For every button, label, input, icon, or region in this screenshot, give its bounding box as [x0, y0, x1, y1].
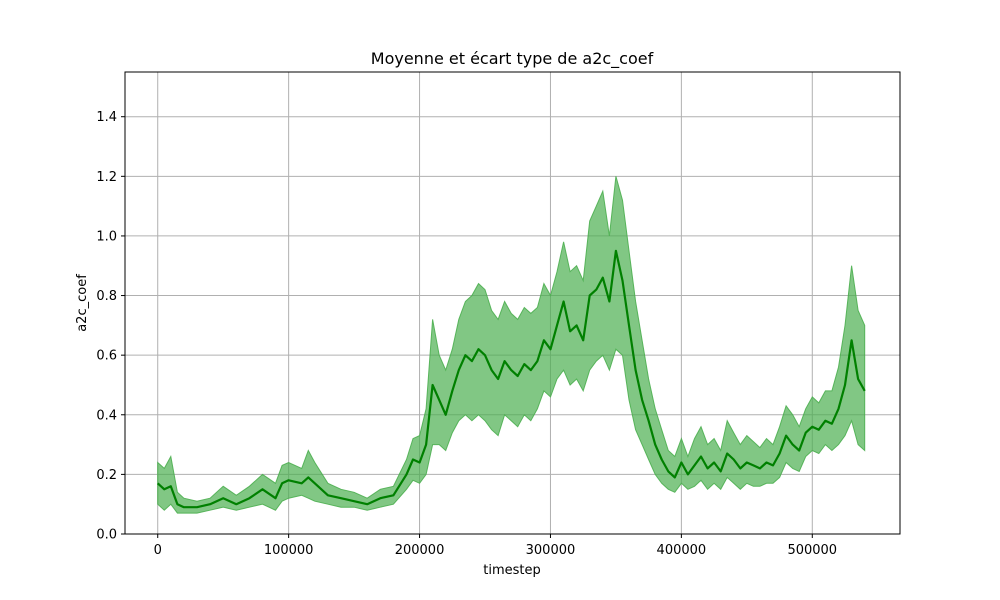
- x-axis-label: timestep: [483, 563, 541, 578]
- y-axis-label: a2c_coef: [75, 274, 90, 332]
- x-axis: 0 100000 200000 300000 400000 500000: [154, 534, 837, 558]
- x-tick-label: 0: [154, 543, 162, 558]
- y-tick-label: 1.4: [96, 110, 117, 125]
- y-tick-label: 0.8: [96, 289, 117, 304]
- y-tick-label: 0.2: [96, 468, 117, 483]
- y-tick-label: 0.6: [96, 349, 117, 364]
- chart-title: Moyenne et écart type de a2c_coef: [371, 49, 654, 69]
- y-tick-label: 1.2: [96, 170, 117, 185]
- y-axis: 0.0 0.2 0.4 0.6 0.8 1.0 1.2 1.4: [96, 110, 125, 543]
- std-band: [157, 176, 866, 514]
- x-tick-label: 100000: [264, 543, 314, 558]
- mean-line: [156, 249, 866, 509]
- x-tick-label: 200000: [395, 543, 445, 558]
- y-tick-label: 0.0: [96, 528, 117, 543]
- x-tick-label: 300000: [526, 543, 576, 558]
- plot-frame: [124, 71, 901, 535]
- x-tick-label: 400000: [657, 543, 707, 558]
- y-tick-label: 0.4: [96, 408, 117, 423]
- x-tick-label: 500000: [787, 543, 837, 558]
- y-tick-label: 1.0: [96, 229, 117, 244]
